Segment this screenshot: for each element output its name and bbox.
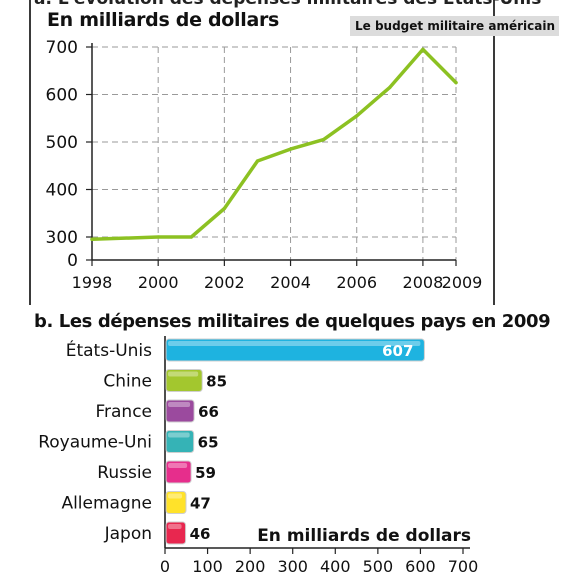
- series-line: [90, 47, 458, 242]
- bar: [165, 430, 195, 453]
- chart-a-badge: Le budget militaire américain: [350, 16, 559, 36]
- bar: [165, 338, 425, 362]
- data-point: [388, 85, 392, 89]
- x-tick-label: 2004: [270, 273, 311, 292]
- bar-x-tick-label: 700: [448, 557, 479, 576]
- x-tick-label: 2009: [442, 273, 483, 292]
- x-tick-label: 2002: [204, 273, 245, 292]
- data-point: [90, 237, 94, 241]
- bar: [165, 521, 187, 545]
- y-tick-label: 700: [46, 38, 78, 58]
- bar-data-label: 65: [198, 434, 219, 452]
- bar-highlight: [168, 432, 190, 438]
- y-tick-label: 0: [67, 251, 78, 271]
- x-tick-label: 2006: [336, 273, 377, 292]
- data-point: [156, 235, 160, 239]
- data-point: [222, 206, 226, 211]
- bar-data-label: 47: [190, 495, 211, 513]
- bar-chart-countries: 0 100 200 300 400 500 600 700 En milliards de do…: [38, 336, 478, 576]
- data-point: [454, 81, 458, 85]
- bar-data-label: 46: [190, 525, 211, 543]
- data-point: [355, 114, 359, 118]
- bar-x-tick-label: 0: [160, 557, 170, 576]
- bar-x-tick-label: 300: [277, 557, 308, 576]
- bar-x-tick-label: 100: [192, 557, 223, 576]
- y-tick-label: 400: [46, 181, 78, 201]
- bar-category-label: Allemagne: [61, 494, 152, 514]
- bar-x-tick-label: 600: [405, 557, 436, 576]
- line-chart-us-budget: 0 300 400 500 600 700 1998 2000 2002 2004 2006 2008…: [46, 38, 483, 292]
- bar-category-label: Royaume-Uni: [38, 433, 152, 453]
- data-point: [421, 47, 425, 51]
- bar-x-tick-label: 200: [235, 557, 266, 576]
- bar-x-axis-title: En milliards de dollars: [257, 526, 471, 546]
- frame-left-border: [29, 0, 31, 305]
- bar-highlight: [168, 371, 199, 377]
- y-tick-label: 600: [46, 86, 78, 106]
- bar-highlight: [168, 402, 191, 407]
- chart-a-unit-label: En milliards de dollars: [47, 9, 280, 31]
- bar-highlight: [168, 341, 421, 346]
- bar: [165, 491, 187, 514]
- bar-highlight: [168, 463, 188, 468]
- data-point: [288, 147, 293, 151]
- x-tick-label: 2000: [138, 273, 179, 292]
- y-tick-label: 500: [46, 133, 78, 153]
- data-point: [189, 235, 193, 239]
- bar-data-label: 607: [382, 342, 413, 360]
- bar-category-label: Russie: [97, 463, 152, 483]
- x-tick-label: 1998: [72, 273, 113, 292]
- bar-x-tick-label: 500: [363, 557, 394, 576]
- bar-category-label: États-Unis: [66, 339, 152, 361]
- bar-category-label: France: [95, 402, 152, 422]
- bar: [165, 399, 195, 423]
- bar: [165, 369, 203, 392]
- bar-highlight: [168, 493, 183, 499]
- bar-x-tick-label: 400: [320, 557, 351, 576]
- data-point: [255, 159, 260, 163]
- x-tick-label: 2008: [403, 273, 444, 292]
- y-tick-label: 300: [46, 228, 78, 248]
- chart-b-title: b. Les dépenses militaires de quelques p…: [34, 311, 551, 332]
- bar-highlight: [168, 524, 182, 529]
- bar-data-label: 59: [195, 464, 216, 482]
- frame-right-border: [493, 0, 495, 305]
- chart-a-title: a. L'évolution des dépenses militaires d…: [34, 0, 541, 9]
- bar-data-label: 85: [206, 373, 227, 391]
- data-point: [322, 138, 326, 142]
- bar-category-label: Chine: [103, 372, 152, 392]
- bar-category-label: Japon: [104, 524, 152, 544]
- bar: [165, 460, 192, 484]
- bar-data-label: 66: [198, 403, 219, 421]
